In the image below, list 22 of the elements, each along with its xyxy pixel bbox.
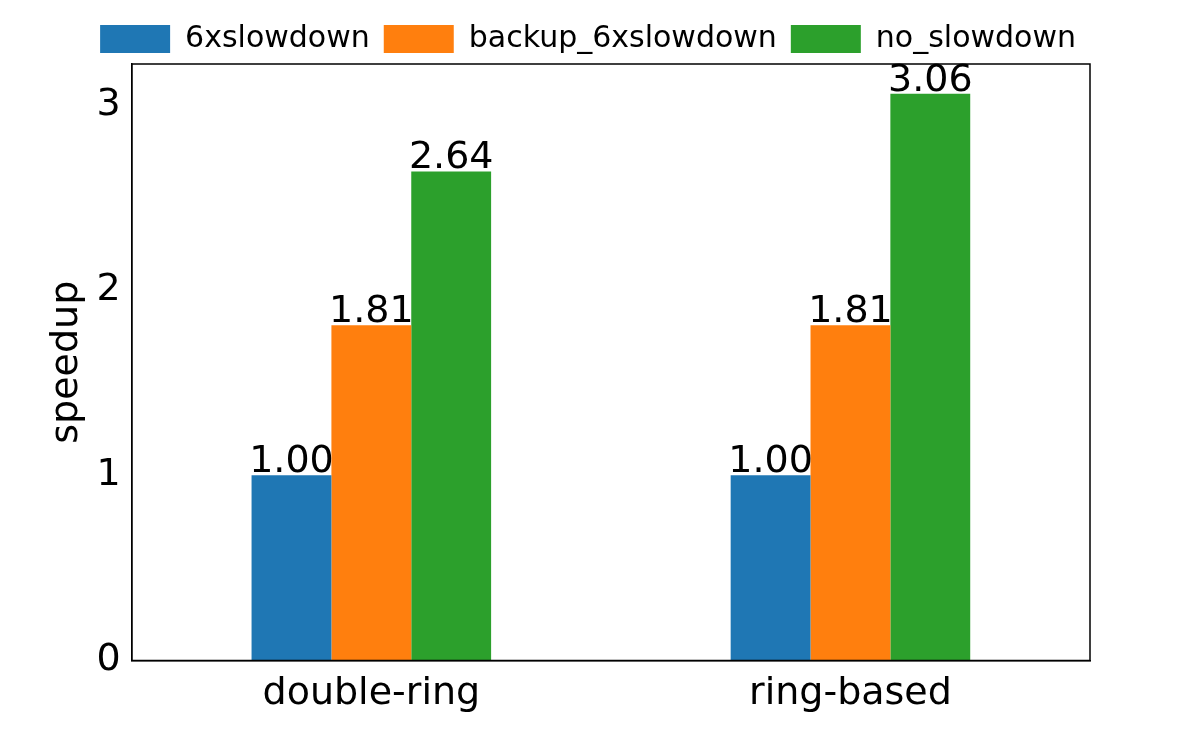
y-tick-label: 1 bbox=[96, 450, 121, 495]
bar bbox=[331, 325, 412, 661]
data-label: 3.06 bbox=[887, 55, 973, 100]
data-label: 2.64 bbox=[408, 133, 494, 178]
y-tick-label: 0 bbox=[96, 635, 121, 680]
bar bbox=[810, 325, 891, 661]
x-tick-label: ring-based bbox=[749, 669, 952, 714]
data-label: 1.00 bbox=[249, 437, 334, 482]
data-label: 1.00 bbox=[728, 437, 813, 482]
legend-label: backup_6xslowdown bbox=[468, 18, 777, 54]
legend-label: no_slowdown bbox=[875, 18, 1076, 54]
bar bbox=[411, 171, 492, 661]
y-axis-title: speedup bbox=[41, 280, 86, 444]
bar bbox=[251, 475, 332, 661]
data-label: 1.81 bbox=[808, 287, 893, 332]
legend-label: 6xslowdown bbox=[185, 18, 370, 54]
bar bbox=[890, 93, 971, 661]
y-tick-label: 3 bbox=[96, 79, 121, 124]
bar bbox=[730, 475, 811, 661]
y-tick-label: 2 bbox=[96, 264, 121, 309]
x-tick-label: double-ring bbox=[262, 669, 481, 714]
data-label: 1.81 bbox=[329, 287, 414, 332]
